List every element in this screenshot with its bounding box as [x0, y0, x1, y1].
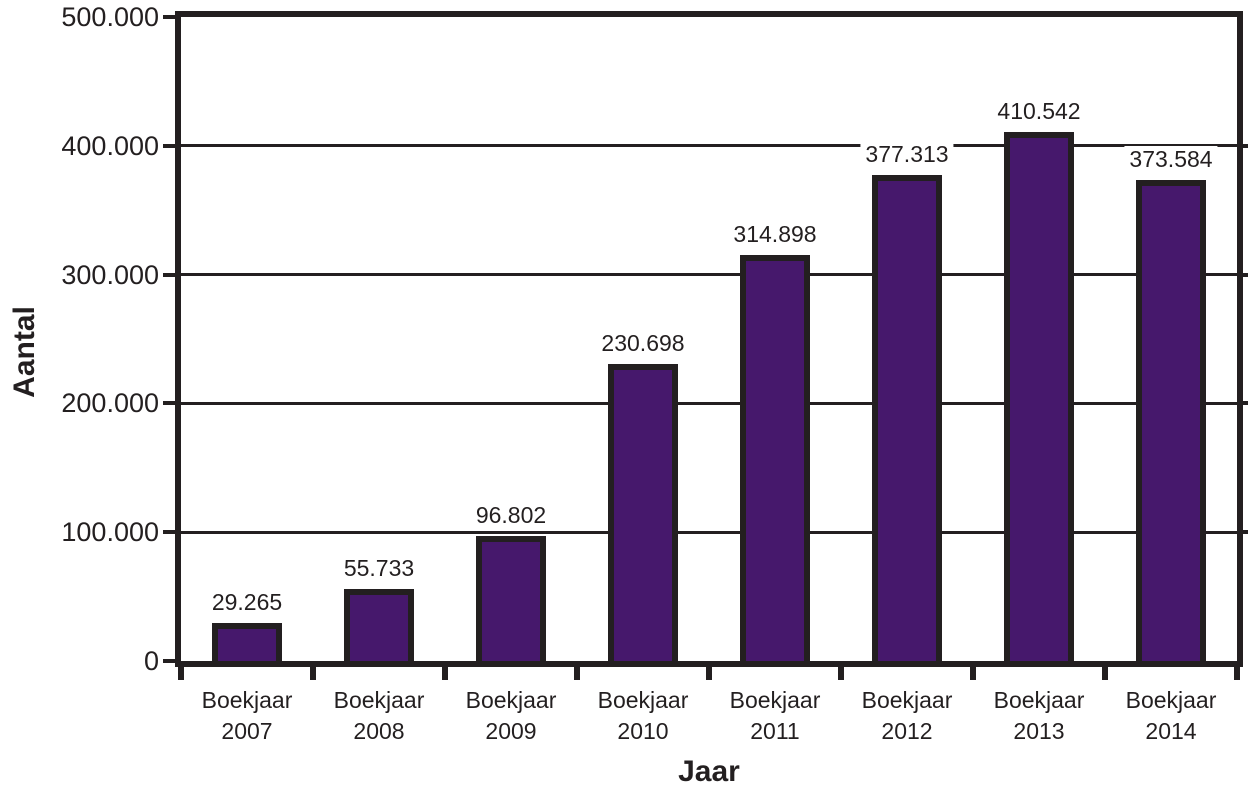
bar-2007	[212, 623, 282, 661]
x-axis-tick	[1102, 667, 1108, 680]
y-axis-tick	[163, 143, 175, 148]
x-category-label-line: 2009	[485, 718, 537, 744]
x-category-label: Boekjaar 2007	[181, 685, 313, 747]
x-axis-tick	[1234, 667, 1240, 680]
y-axis-tick	[163, 401, 175, 406]
x-category-label-line: Boekjaar	[465, 687, 557, 713]
x-category-label-line: 2011	[750, 718, 800, 744]
bar-value-label: 55.733	[338, 555, 420, 583]
x-category-label-line: 2014	[1145, 718, 1197, 744]
x-category-label-line: Boekjaar	[201, 687, 293, 713]
bar-value-label: 410.542	[992, 98, 1086, 126]
x-category-label-line: Boekjaar	[597, 687, 689, 713]
x-category-label-line: 2013	[1013, 718, 1065, 744]
y-tick-label: 300.000	[61, 259, 159, 290]
bar-2012	[872, 175, 942, 661]
plot-area: Jaar 0 100.000 200.000 300.000 400.000 500.00…	[61, 2, 1248, 788]
x-category-label: Boekjaar 2011	[709, 685, 841, 747]
y-axis-tick-right	[1243, 272, 1248, 277]
bar-value-label: 373.584	[1124, 145, 1218, 173]
x-category-label-line: Boekjaar	[993, 687, 1085, 713]
y-axis-tick	[163, 659, 175, 663]
y-tick-label: 200.000	[61, 388, 159, 419]
x-axis-tick	[310, 667, 316, 680]
y-axis-tick	[163, 272, 175, 277]
x-axis-tick	[574, 667, 580, 680]
gridline-300.000	[181, 273, 1237, 277]
y-tick-label: 500.000	[61, 2, 159, 32]
x-category-label: Boekjaar 2012	[841, 685, 973, 747]
bar-2014	[1136, 179, 1206, 661]
x-category-label-line: 2008	[353, 718, 405, 744]
x-axis-tick	[838, 667, 844, 680]
x-category-label-line: 2007	[221, 718, 273, 744]
x-category-label-line: Boekjaar	[729, 687, 821, 713]
x-axis-tick	[970, 667, 976, 680]
bar-2009	[476, 536, 546, 661]
x-category-label-line: Boekjaar	[333, 687, 425, 713]
gridline-200.000	[181, 401, 1237, 405]
y-tick-label: 0	[143, 646, 159, 676]
x-category-label: Boekjaar 2014	[1105, 685, 1237, 747]
bar-2010	[608, 363, 678, 661]
bar-value-label: 314.898	[728, 221, 822, 249]
y-axis-tick	[163, 530, 175, 535]
y-axis-tick-right	[1243, 530, 1248, 535]
y-tick-label: 100.000	[61, 517, 159, 548]
y-axis-tick	[163, 15, 175, 19]
bar-value-label: 230.698	[596, 329, 690, 357]
x-axis-tick	[442, 667, 448, 680]
bar-2013	[1004, 132, 1074, 661]
x-axis-tick	[178, 667, 184, 680]
x-category-label-line: 2010	[617, 718, 669, 744]
x-category-label-line: 2012	[881, 718, 933, 744]
gridline-400.000	[181, 144, 1237, 148]
gridline-100.000	[181, 530, 1237, 534]
y-tick-label: 400.000	[61, 130, 159, 161]
bar-2011	[740, 255, 810, 661]
bar-value-label: 377.313	[860, 141, 954, 169]
bar-2008	[344, 589, 414, 661]
x-category-label: Boekjaar 2008	[313, 685, 445, 747]
x-category-label-line: Boekjaar	[861, 687, 953, 713]
x-axis-tick	[706, 667, 712, 680]
x-category-label: Boekjaar 2010	[577, 685, 709, 747]
x-category-label: Boekjaar 2009	[445, 685, 577, 747]
bar-value-label: 96.802	[470, 502, 552, 530]
x-category-label-line: Boekjaar	[1125, 687, 1217, 713]
x-category-label: Boekjaar 2013	[973, 685, 1105, 747]
x-axis-title: Jaar	[678, 755, 740, 788]
y-axis-tick-right	[1243, 401, 1248, 406]
bar-value-label: 29.265	[206, 589, 288, 617]
y-axis-tick-right	[1243, 143, 1248, 148]
